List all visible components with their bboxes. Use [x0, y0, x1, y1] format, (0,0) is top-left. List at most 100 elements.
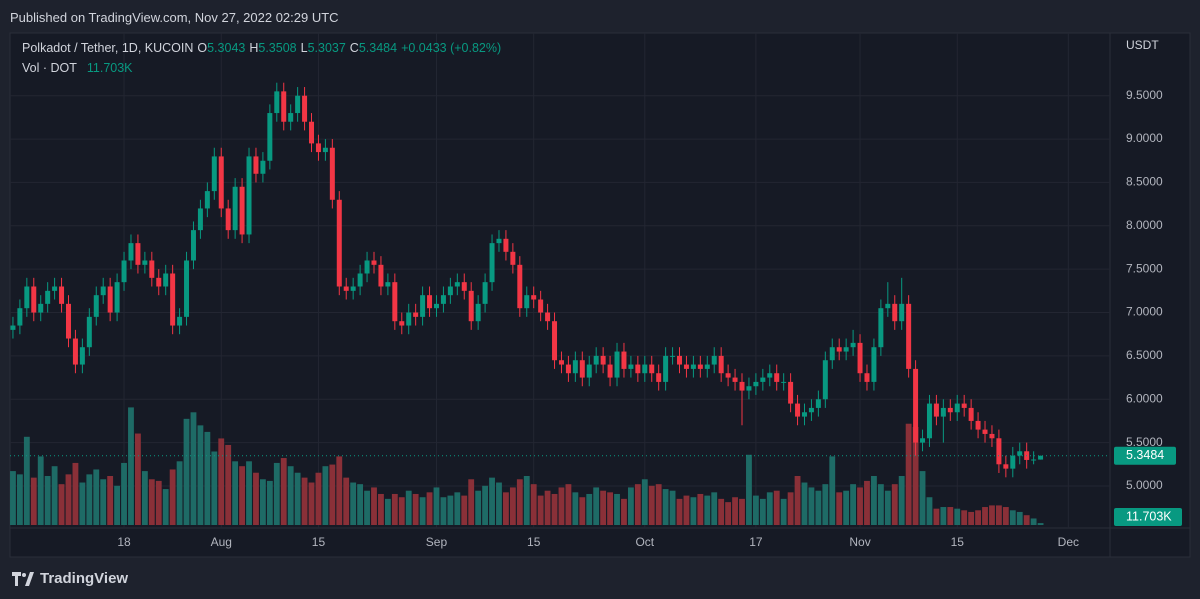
volume-bar: [537, 495, 544, 525]
volume-bar: [169, 469, 176, 525]
volume-bar: [44, 476, 51, 525]
y-tick-label: 5.0000: [1126, 478, 1163, 492]
candle-body: [427, 295, 433, 309]
volume-bar: [65, 474, 72, 525]
candle-body: [906, 303, 912, 369]
candle-body: [739, 381, 745, 391]
candle-body: [184, 260, 190, 317]
volume-bar: [739, 498, 745, 525]
volume-bar: [752, 495, 759, 525]
candle-body: [524, 295, 530, 309]
volume-bar: [982, 507, 988, 525]
candle-body: [558, 360, 564, 365]
candle-body: [656, 373, 662, 382]
low-legend: L5.3037: [301, 41, 346, 55]
candle-body: [309, 121, 315, 144]
candle-body: [538, 299, 544, 313]
candle-body: [218, 156, 224, 209]
candle-body: [295, 95, 301, 114]
candle-body: [1017, 451, 1023, 456]
candle-body: [253, 156, 259, 174]
volume-value: 11.703K: [86, 61, 133, 75]
volume-bar: [995, 505, 1002, 525]
candle-body: [920, 438, 926, 443]
candle-body: [961, 403, 967, 408]
candle-body: [704, 364, 710, 369]
volume-bar: [503, 492, 509, 525]
volume-bar: [412, 493, 419, 525]
candle-body: [510, 251, 516, 265]
x-tick-label: Sep: [426, 535, 448, 549]
volume-bar: [794, 476, 801, 525]
candle-body: [406, 312, 412, 326]
volume-bar: [329, 464, 336, 525]
candle-body: [690, 364, 696, 369]
candle-body: [343, 286, 349, 291]
candle-body: [399, 321, 405, 326]
candle-body: [531, 295, 537, 300]
candle-body: [225, 208, 231, 231]
volume-bar: [898, 476, 905, 525]
volume-bar: [905, 423, 912, 525]
candle-body: [579, 360, 585, 378]
candle-body: [461, 282, 467, 291]
candle-body: [1003, 464, 1009, 469]
candle-body: [836, 347, 842, 352]
candle-body: [878, 308, 884, 348]
volume-bar: [843, 490, 850, 525]
volume-bar: [593, 487, 600, 525]
volume-bar: [523, 476, 530, 525]
volume-bar: [447, 495, 454, 525]
candle-body: [503, 238, 509, 252]
axes-layer: 5.0000 5.5000 6.0000 6.5000 7.0000 7.5000 8.00…: [117, 88, 1182, 549]
candle-body: [545, 312, 551, 322]
brand-name: TradingView: [40, 570, 129, 587]
x-tick-label: 15: [527, 535, 541, 549]
candle-body: [79, 347, 85, 365]
volume-bar: [1023, 515, 1030, 525]
volume-bar: [135, 433, 141, 525]
volume-bar: [378, 493, 384, 525]
volume-bar: [246, 461, 252, 525]
candle-body: [59, 286, 65, 304]
volume-bar: [836, 492, 843, 525]
candle-body: [364, 260, 370, 274]
volume-bar: [850, 484, 857, 525]
volume-bar: [787, 492, 794, 525]
candle-body: [156, 277, 162, 287]
candle-body: [746, 386, 752, 391]
y-tick-label: 7.5000: [1126, 261, 1163, 275]
candle-body: [392, 282, 398, 322]
volume-bar: [259, 479, 266, 525]
volume-bar: [343, 477, 350, 525]
volume-bar: [183, 418, 190, 525]
candle-body: [45, 290, 51, 304]
candle-body: [177, 316, 183, 326]
volume-bar: [884, 490, 891, 525]
volume-bar: [551, 493, 558, 525]
volume-bar: [780, 498, 787, 525]
candle-body: [413, 312, 419, 317]
x-tick-label: Oct: [635, 535, 654, 549]
candle-body: [454, 282, 460, 287]
volume-bar: [433, 487, 440, 525]
y-tick-label: 8.0000: [1126, 218, 1163, 232]
x-tick-label: Nov: [849, 535, 870, 549]
volume-bar: [1037, 523, 1044, 525]
symbol: Polkadot / Tether, 1D, KUCOIN: [22, 41, 194, 55]
volume-bar: [759, 498, 766, 525]
last-price-label: 5.3484: [1126, 448, 1164, 462]
y-tick-label: 9.0000: [1126, 131, 1163, 145]
volume-bar: [1009, 510, 1016, 525]
candle-body: [281, 91, 287, 122]
volume-bar: [350, 482, 357, 525]
candle-body: [357, 273, 363, 287]
volume-bar: [197, 425, 204, 525]
volume-bar: [621, 498, 627, 525]
candle-body: [114, 282, 120, 313]
volume-bar: [391, 493, 398, 525]
candle-body: [170, 273, 176, 326]
volume-title: Vol · DOT: [22, 61, 77, 75]
volume-bar: [815, 490, 822, 525]
candle-body: [565, 364, 571, 374]
